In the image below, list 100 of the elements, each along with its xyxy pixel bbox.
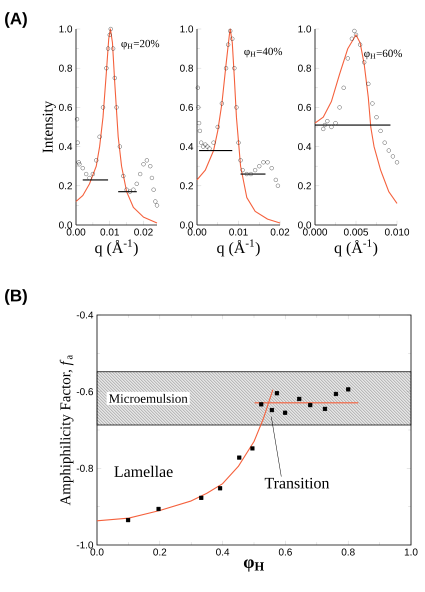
point [87, 176, 92, 180]
annotation: Lamellae [114, 466, 173, 478]
point [124, 188, 129, 192]
point [148, 164, 152, 168]
point [126, 518, 130, 522]
point [94, 158, 98, 162]
x-tick-label: 0.010 [384, 228, 410, 236]
y-tick-label: -0.8 [76, 464, 94, 472]
y-tick-label: 0.0 [180, 221, 194, 229]
point [152, 188, 156, 192]
point [138, 172, 142, 176]
point [261, 160, 266, 164]
point [378, 128, 383, 134]
point [100, 105, 106, 110]
y-tick-label: 0.4 [59, 143, 72, 150]
point [108, 26, 113, 32]
point [230, 36, 234, 41]
point [144, 158, 149, 162]
point [141, 162, 146, 166]
point [342, 86, 346, 90]
point [257, 164, 262, 168]
point [244, 172, 249, 176]
point [134, 182, 139, 186]
line-series [75, 28, 158, 224]
point [205, 144, 210, 149]
point [354, 32, 358, 37]
point [150, 176, 154, 180]
annotation: φ$_{H}$=40% [244, 48, 282, 58]
point [274, 178, 278, 182]
y-tick-label: 0.6 [298, 104, 312, 111]
point [216, 124, 220, 130]
point [74, 117, 80, 122]
point [270, 408, 274, 412]
x-tick-label: 0.6 [278, 548, 292, 556]
point [238, 158, 243, 162]
point [112, 76, 117, 80]
y-tick-label: -0.4 [76, 311, 94, 319]
point [108, 32, 112, 37]
y-tick-label: 1.0 [59, 25, 72, 33]
point [118, 144, 122, 149]
point [196, 105, 200, 110]
y-axis-title: Intensity [42, 100, 56, 153]
y-tick-label: 0.4 [298, 143, 312, 150]
annotation: φ$_{H}$=20% [121, 40, 160, 50]
point [322, 122, 327, 128]
point [77, 162, 82, 166]
point [121, 174, 126, 178]
chart-title: (A) [5, 12, 27, 28]
point [250, 446, 255, 450]
point [248, 172, 254, 176]
point [325, 119, 330, 124]
x-tick-label: 0.00 [188, 228, 206, 236]
point [106, 46, 110, 51]
x-tick-label: 0.000 [302, 228, 328, 236]
point [90, 172, 95, 176]
y-tick-label: 0.2 [298, 182, 311, 190]
point [253, 168, 258, 172]
y-axis-title: Amphiphilicity Factor, f$_{a}$ [60, 355, 74, 506]
point [265, 160, 270, 164]
x-axis-title: q (Å$^{-1}$) [95, 239, 138, 256]
point [276, 184, 280, 188]
line-series [196, 28, 281, 224]
point [196, 86, 200, 90]
y-tick-label: 0.6 [180, 104, 194, 111]
point [321, 126, 326, 132]
point [386, 148, 391, 153]
point [80, 166, 85, 170]
point [232, 66, 236, 70]
point [338, 105, 342, 110]
point [370, 101, 375, 106]
point [218, 486, 222, 490]
x-tick-label: 0.0 [90, 548, 104, 556]
x-tick-label: 0.005 [344, 228, 368, 236]
y-tick-label: 0.0 [298, 221, 312, 229]
y-tick-label: 0.2 [59, 182, 72, 190]
point [346, 387, 350, 392]
point [352, 28, 356, 34]
point [226, 42, 230, 47]
y-tick-label: -0.6 [76, 388, 94, 396]
point [334, 392, 338, 396]
point [104, 66, 108, 70]
y-tick-label: 0.8 [298, 64, 312, 72]
point [270, 166, 274, 170]
point [203, 142, 208, 147]
point [333, 120, 338, 126]
point [350, 36, 354, 41]
x-axis-title: φ$_{H}$ [244, 559, 264, 572]
y-tick-label: 0.6 [59, 104, 72, 111]
point [153, 199, 158, 204]
x-tick-label: 0.02 [134, 228, 153, 236]
y-tick-label: 0.2 [180, 182, 193, 190]
point [382, 140, 387, 145]
x-tick-label: 0.02 [270, 228, 290, 236]
y-tick-label: -1.0 [76, 541, 94, 549]
x-tick-label: 0.2 [153, 548, 166, 556]
point [228, 28, 232, 34]
point [346, 56, 350, 60]
x-tick-label: 0.01 [100, 228, 119, 236]
point [282, 410, 288, 415]
point [84, 172, 88, 176]
